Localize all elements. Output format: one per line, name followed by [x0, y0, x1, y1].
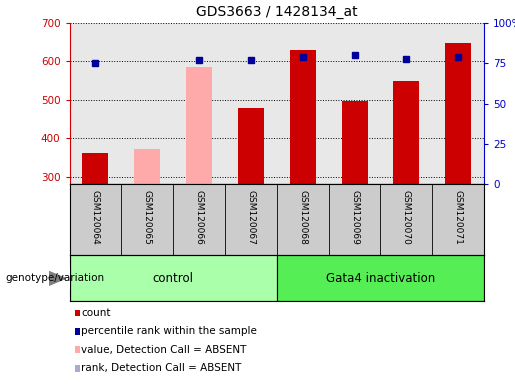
Text: GSM120071: GSM120071	[454, 190, 462, 245]
Text: GSM120068: GSM120068	[298, 190, 307, 245]
Text: GSM120066: GSM120066	[195, 190, 203, 245]
Text: value, Detection Call = ABSENT: value, Detection Call = ABSENT	[81, 345, 247, 355]
Text: GSM120070: GSM120070	[402, 190, 411, 245]
Bar	[134, 149, 160, 184]
Text: Gata4 inactivation: Gata4 inactivation	[326, 272, 435, 285]
Bar	[70, 255, 277, 301]
Text: GSM120069: GSM120069	[350, 190, 359, 245]
Bar	[445, 43, 471, 184]
Bar	[238, 108, 264, 184]
Text: genotype/variation: genotype/variation	[5, 273, 104, 283]
Bar	[82, 153, 108, 184]
Text: percentile rank within the sample: percentile rank within the sample	[81, 326, 257, 336]
Text: control: control	[152, 272, 194, 285]
Text: GSM120065: GSM120065	[143, 190, 152, 245]
Bar	[341, 101, 368, 184]
Text: count: count	[81, 308, 111, 318]
Bar	[290, 50, 316, 184]
Text: GSM120067: GSM120067	[246, 190, 255, 245]
Bar	[393, 81, 419, 184]
Bar	[186, 67, 212, 184]
Bar	[277, 255, 484, 301]
Text: rank, Detection Call = ABSENT: rank, Detection Call = ABSENT	[81, 363, 242, 373]
Text: GSM120064: GSM120064	[91, 190, 100, 245]
Polygon shape	[49, 271, 65, 285]
Title: GDS3663 / 1428134_at: GDS3663 / 1428134_at	[196, 5, 357, 19]
